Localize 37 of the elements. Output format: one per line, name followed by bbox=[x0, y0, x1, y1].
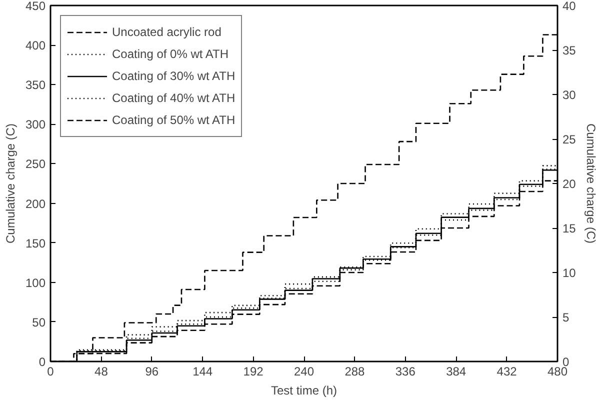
y2-tick-label: 40 bbox=[562, 0, 576, 13]
x-tick-label: 240 bbox=[294, 364, 314, 378]
y2-tick-label: 25 bbox=[562, 132, 576, 146]
x-tick-label: 48 bbox=[94, 364, 108, 378]
y-tick-label: 400 bbox=[25, 38, 46, 53]
y2-tick-label: 30 bbox=[562, 88, 576, 102]
y-tick-label: 250 bbox=[25, 157, 46, 172]
x-tick-label: 336 bbox=[395, 364, 416, 378]
legend-label: Coating of 50% wt ATH bbox=[112, 113, 236, 127]
y2-tick-label: 20 bbox=[562, 177, 576, 191]
y2-tick-label: 15 bbox=[562, 222, 576, 236]
legend-label: Coating of 0% wt ATH bbox=[112, 47, 228, 61]
y2-tick-label: 35 bbox=[562, 44, 576, 58]
y-tick-label: 300 bbox=[25, 118, 46, 132]
y-tick-label: 450 bbox=[25, 0, 46, 13]
legend-label: Coating of 40% wt ATH bbox=[112, 91, 236, 105]
x-tick-label: 192 bbox=[243, 364, 264, 378]
y-axis-title: Cumulative charge (C) bbox=[3, 123, 18, 244]
y2-tick-label: 5 bbox=[562, 310, 570, 324]
x-tick-label: 480 bbox=[547, 364, 568, 378]
x-tick-label: 384 bbox=[446, 364, 466, 378]
legend-label: Coating of 30% wt ATH bbox=[112, 69, 236, 83]
y-tick-label: 150 bbox=[25, 236, 46, 250]
y-tick-label: 0 bbox=[38, 355, 46, 369]
legend-label: Uncoated acrylic rod bbox=[112, 25, 222, 39]
x-tick-label: 288 bbox=[344, 364, 366, 378]
y-tick-label: 350 bbox=[25, 78, 46, 92]
x-tick-label: 144 bbox=[192, 364, 213, 378]
x-tick-label: 432 bbox=[496, 364, 518, 378]
y2-axis-title: Cumulative charge (C) bbox=[584, 123, 598, 244]
x-tick-label: 0 bbox=[47, 364, 54, 378]
y-tick-label: 200 bbox=[25, 196, 46, 211]
x-axis-title: Test time (h) bbox=[270, 384, 338, 398]
y2-tick-label: 10 bbox=[562, 266, 576, 280]
y-tick-label: 100 bbox=[25, 276, 46, 290]
y-tick-label: 50 bbox=[32, 315, 46, 330]
x-tick-label: 96 bbox=[145, 364, 159, 378]
